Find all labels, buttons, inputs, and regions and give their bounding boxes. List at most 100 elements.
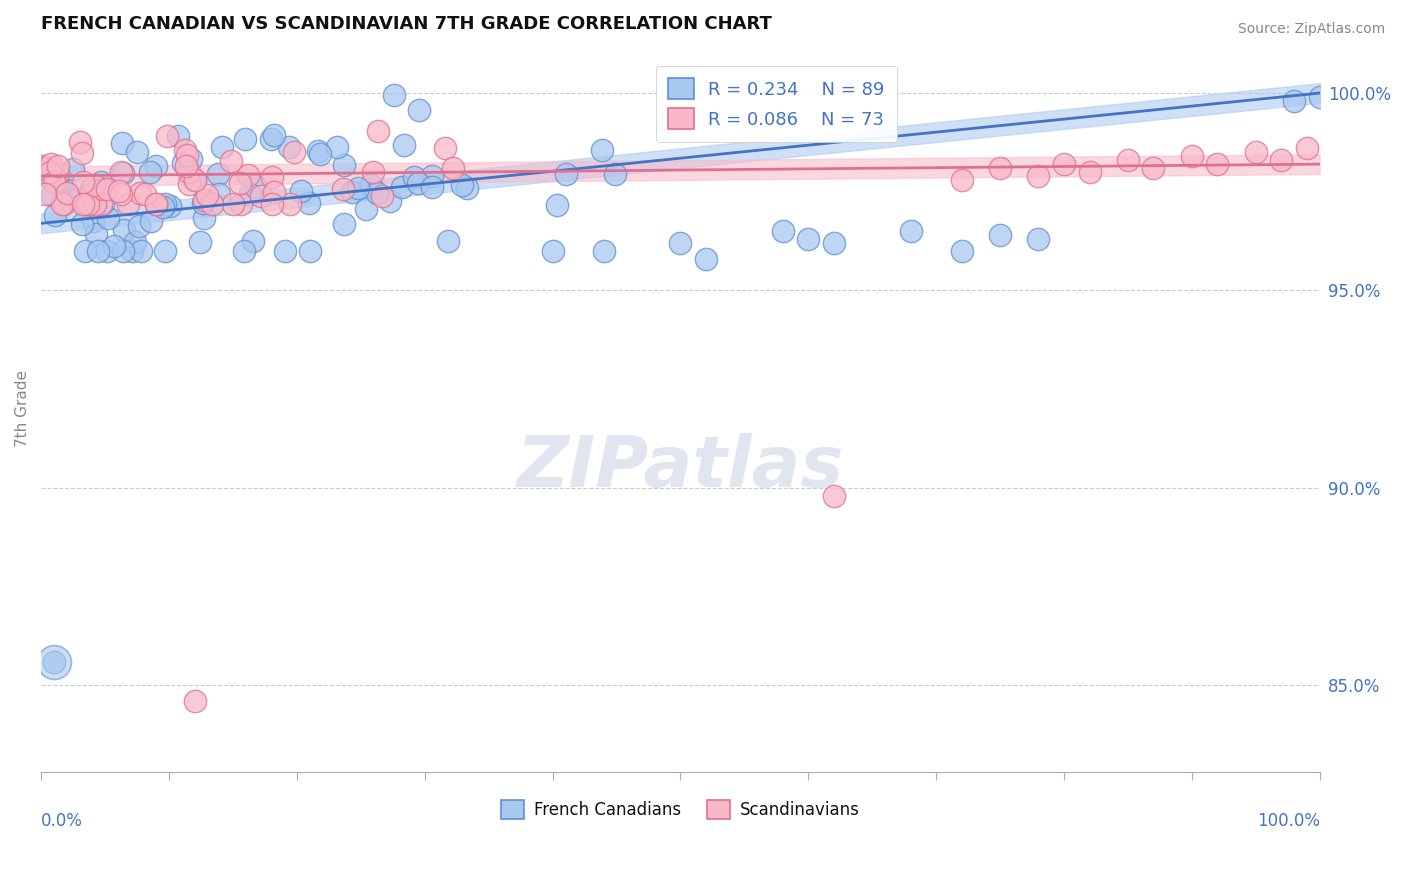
Point xyxy=(441,161,464,176)
Point xyxy=(172,156,194,170)
Point xyxy=(46,176,69,190)
Point xyxy=(695,252,717,266)
Point xyxy=(290,184,312,198)
Point xyxy=(73,244,96,258)
Point xyxy=(80,182,103,196)
Point xyxy=(42,655,65,669)
Point xyxy=(96,182,118,196)
Point xyxy=(371,188,394,202)
Point xyxy=(347,180,370,194)
Point xyxy=(361,165,384,179)
Point xyxy=(367,124,389,138)
Point xyxy=(333,217,356,231)
Point xyxy=(145,196,167,211)
Text: 100.0%: 100.0% xyxy=(1257,812,1320,830)
Point xyxy=(91,182,114,196)
Point xyxy=(207,167,229,181)
Point xyxy=(546,198,568,212)
Point xyxy=(90,196,112,211)
Point xyxy=(82,214,104,228)
Point xyxy=(823,489,845,503)
Point xyxy=(366,186,388,200)
Point xyxy=(193,211,215,225)
Point xyxy=(391,180,413,194)
Point xyxy=(153,197,176,211)
Point xyxy=(112,223,135,237)
Point xyxy=(1296,141,1319,155)
Point xyxy=(90,175,112,189)
Point xyxy=(79,187,101,202)
Point xyxy=(188,235,211,249)
Point xyxy=(44,208,66,222)
Point xyxy=(233,132,256,146)
Legend: French Canadians, Scandinavians: French Canadians, Scandinavians xyxy=(491,790,870,830)
Point xyxy=(42,655,65,669)
Point xyxy=(67,192,90,206)
Point xyxy=(278,140,301,154)
Point xyxy=(96,244,118,258)
Point xyxy=(273,244,295,258)
Point xyxy=(541,244,564,258)
Point xyxy=(354,202,377,217)
Point xyxy=(83,178,105,192)
Text: FRENCH CANADIAN VS SCANDINAVIAN 7TH GRADE CORRELATION CHART: FRENCH CANADIAN VS SCANDINAVIAN 7TH GRAD… xyxy=(41,15,772,33)
Point xyxy=(250,188,273,202)
Point xyxy=(298,195,321,210)
Point xyxy=(51,196,73,211)
Point xyxy=(1053,157,1076,171)
Point xyxy=(360,178,382,193)
Point xyxy=(110,187,132,202)
Point xyxy=(772,224,794,238)
Point xyxy=(156,128,179,143)
Point xyxy=(232,244,254,258)
Point xyxy=(451,178,474,193)
Point xyxy=(1309,90,1331,104)
Text: ZIPatlas: ZIPatlas xyxy=(516,433,844,501)
Point xyxy=(420,179,443,194)
Point xyxy=(77,196,100,211)
Point xyxy=(1142,161,1164,175)
Point xyxy=(1181,149,1204,163)
Point xyxy=(195,188,218,202)
Point xyxy=(263,185,285,199)
Point xyxy=(121,244,143,258)
Point xyxy=(658,115,681,129)
Point xyxy=(283,145,305,159)
Point xyxy=(139,214,162,228)
Point xyxy=(69,135,91,149)
Point xyxy=(262,169,284,184)
Point xyxy=(174,143,197,157)
Point xyxy=(555,167,578,181)
Point xyxy=(436,234,458,248)
Point xyxy=(34,187,56,202)
Point xyxy=(38,165,60,179)
Y-axis label: 7th Grade: 7th Grade xyxy=(15,370,30,448)
Point xyxy=(48,166,70,180)
Point xyxy=(32,159,55,173)
Point xyxy=(180,152,202,166)
Point xyxy=(222,196,245,211)
Point xyxy=(260,132,283,146)
Point xyxy=(129,244,152,258)
Point xyxy=(378,194,401,208)
Point xyxy=(117,196,139,211)
Point xyxy=(260,196,283,211)
Point xyxy=(823,236,845,251)
Point xyxy=(201,196,224,211)
Point xyxy=(211,140,233,154)
Text: Source: ZipAtlas.com: Source: ZipAtlas.com xyxy=(1237,22,1385,37)
Point xyxy=(1028,169,1050,183)
Point xyxy=(1028,232,1050,246)
Point xyxy=(1206,157,1229,171)
Point xyxy=(183,173,205,187)
Point xyxy=(950,244,973,258)
Point xyxy=(1078,165,1101,179)
Point xyxy=(97,211,120,225)
Point xyxy=(111,136,134,151)
Point xyxy=(1270,153,1292,168)
Point xyxy=(32,161,55,175)
Point xyxy=(176,147,198,161)
Point xyxy=(166,128,188,143)
Point xyxy=(263,128,285,142)
Point xyxy=(152,200,174,214)
